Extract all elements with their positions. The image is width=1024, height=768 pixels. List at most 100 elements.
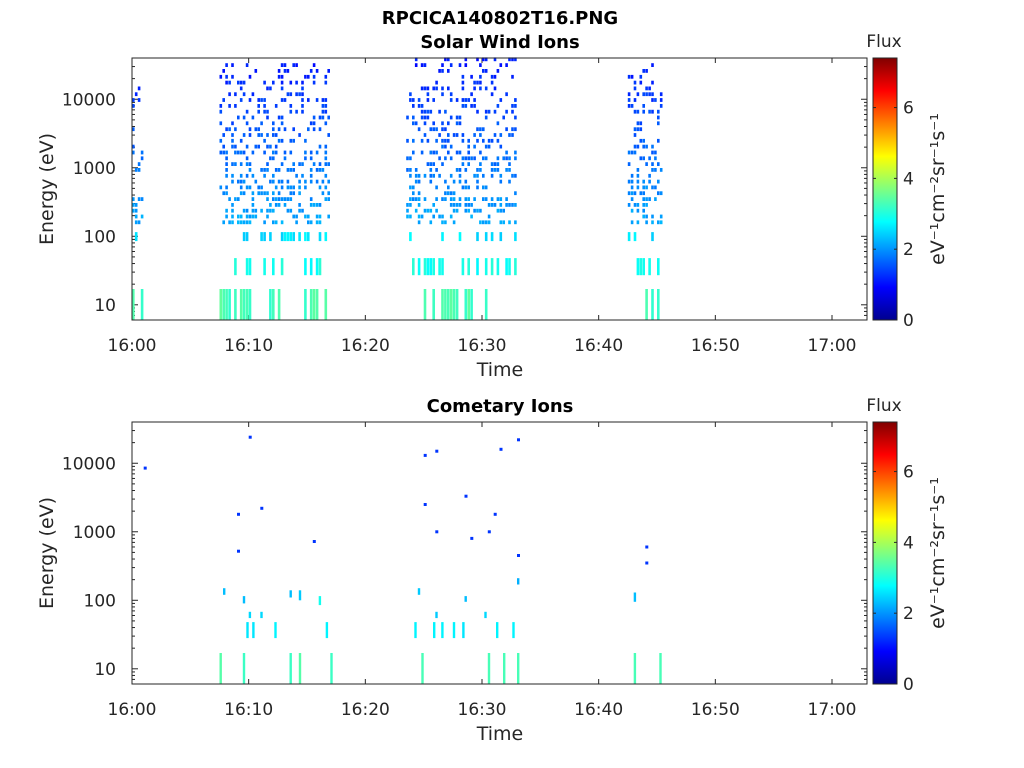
flux-cell [239, 220, 243, 225]
flux-cell [484, 69, 488, 73]
flux-cell [274, 220, 278, 225]
flux-cell [461, 138, 465, 143]
flux-cell [239, 150, 243, 155]
flux-cell [325, 622, 329, 639]
flux-point [499, 447, 503, 451]
flux-cell [479, 208, 482, 213]
flux-cell [502, 220, 505, 225]
flux-cell [514, 104, 517, 108]
flux-cell [321, 115, 325, 120]
flux-cell [447, 185, 450, 190]
flux-cell [441, 86, 444, 91]
flux-cell [651, 109, 654, 114]
flux-cell [298, 162, 301, 166]
flux-cell [461, 80, 465, 85]
flux-cell [473, 144, 476, 149]
flux-cell [476, 168, 479, 172]
flux-cell [482, 185, 485, 190]
flux-cell [289, 92, 293, 97]
flux-cell [438, 156, 441, 161]
x-tick-label: 16:30 [458, 700, 507, 720]
flux-cell [245, 208, 249, 213]
flux-cell [251, 150, 255, 155]
flux-cell [487, 214, 491, 219]
flux-cell [239, 179, 243, 184]
flux-cell [289, 150, 293, 155]
flux-cell [464, 185, 468, 190]
flux-cell [505, 197, 508, 201]
flux-cell [441, 258, 444, 276]
flux-cell [245, 214, 249, 219]
flux-cell [245, 258, 249, 276]
flux-cell [435, 150, 438, 155]
flux-cell [321, 191, 325, 196]
flux-cell [301, 104, 304, 108]
flux-cell [645, 144, 648, 149]
flux-cell [309, 121, 313, 126]
flux-cell [432, 258, 435, 276]
flux-cell [252, 622, 255, 639]
flux-cell [452, 203, 456, 207]
flux-cell [225, 168, 228, 172]
flux-cell [464, 156, 468, 161]
panel-title: Cometary Ions [427, 396, 574, 417]
flux-cell [464, 63, 468, 67]
flux-cell [645, 185, 648, 190]
flux-cell [277, 191, 281, 196]
flux-cell [260, 133, 263, 137]
flux-cell [490, 162, 494, 166]
flux-cell [417, 203, 421, 207]
flux-cell [269, 156, 272, 161]
flux-cell [277, 203, 281, 207]
flux-cell [417, 179, 421, 184]
flux-cell [447, 133, 450, 137]
flux-cell [490, 80, 494, 85]
flux-cell [648, 109, 651, 114]
flux-cell [654, 156, 657, 161]
flux-cell [228, 197, 231, 201]
flux-cell [234, 104, 237, 108]
flux-cell [222, 69, 225, 73]
flux-cell [651, 150, 654, 155]
flux-cell [452, 179, 456, 184]
flux-cell [289, 109, 293, 114]
flux-cell [237, 220, 240, 225]
flux-cell [289, 197, 293, 201]
flux-cell [318, 144, 322, 149]
flux-cell [645, 203, 648, 207]
flux-cell [636, 179, 640, 184]
flux-cell [251, 208, 255, 213]
flux-cell [277, 69, 281, 73]
panel-title: Solar Wind Ions [420, 32, 579, 53]
flux-cell [508, 258, 511, 276]
flux-cell [444, 197, 447, 201]
flux-cell [324, 232, 328, 242]
flux-cell [219, 653, 222, 684]
flux-cell [467, 203, 470, 207]
flux-cell [304, 185, 307, 190]
flux-cell [514, 191, 517, 196]
colorbar-title: Flux [866, 32, 901, 52]
flux-point [143, 466, 147, 470]
flux-cell [417, 588, 421, 595]
flux-cell [269, 208, 272, 213]
flux-cell [657, 109, 660, 114]
flux-cell [225, 80, 228, 85]
flux-cell [636, 92, 640, 97]
flux-cell [464, 596, 467, 602]
flux-point [435, 530, 439, 534]
colorbar-tick-label: 2 [903, 240, 914, 260]
flux-cell [263, 109, 266, 114]
flux-cell [417, 258, 421, 276]
flux-cell [234, 92, 237, 97]
flux-cell [458, 232, 462, 242]
flux-cell [514, 156, 517, 161]
flux-cell [324, 98, 328, 102]
flux-cell [239, 80, 243, 85]
flux-cell [651, 168, 654, 172]
flux-cell [487, 144, 491, 149]
flux-cell [476, 109, 479, 114]
flux-cell [312, 74, 316, 79]
flux-cell [642, 179, 645, 184]
flux-cell [630, 150, 634, 155]
